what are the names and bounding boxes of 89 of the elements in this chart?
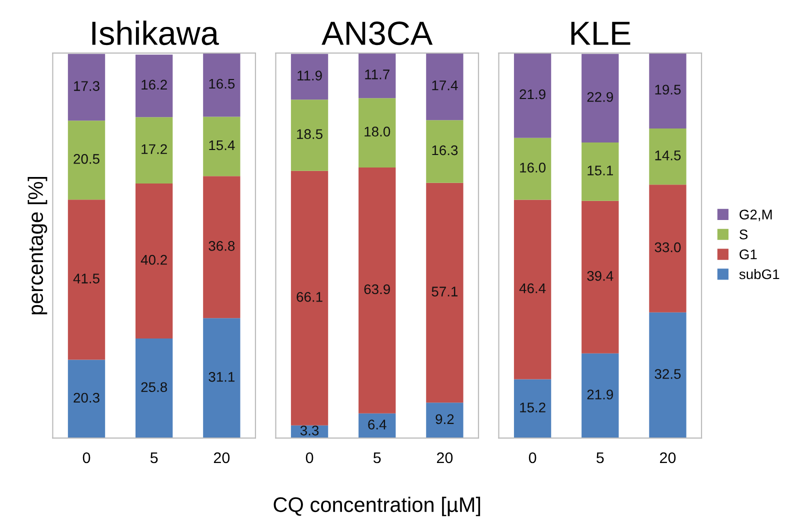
chart-title: KLE	[571, 22, 630, 45]
x-tick-label: 5	[596, 452, 604, 464]
data-label: 33.0	[654, 242, 681, 252]
bar	[203, 116, 240, 176]
bar	[358, 167, 396, 414]
legend-label: G2,M	[740, 210, 772, 222]
x-axis-title: CQ concentration [µM]	[274, 496, 480, 516]
data-label: 40.2	[140, 254, 167, 265]
bar	[514, 379, 552, 438]
data-label: 39.4	[587, 271, 614, 281]
bar	[426, 182, 464, 403]
data-label: 15.4	[209, 140, 235, 150]
x-tick-label: 20	[436, 452, 453, 464]
chart-title: Ishikawa	[92, 20, 219, 46]
bar	[68, 120, 106, 200]
bar	[426, 402, 464, 438]
bar	[426, 53, 464, 120]
bar	[358, 53, 396, 98]
bar	[514, 138, 552, 200]
data-label: 32.5	[654, 369, 681, 379]
legend-label: subG1	[739, 268, 780, 280]
data-label: 21.9	[520, 89, 546, 100]
data-label: 46.4	[519, 283, 546, 294]
bar	[582, 54, 619, 142]
bar	[426, 120, 464, 183]
x-tick-label: 0	[306, 452, 314, 464]
x-tick-label: 20	[214, 452, 230, 464]
chart-title: AN3CA	[322, 21, 433, 46]
data-label: 66.1	[296, 292, 322, 302]
bar	[290, 100, 328, 171]
data-label: 63.9	[364, 284, 390, 294]
bar	[68, 54, 106, 121]
bar	[649, 128, 686, 185]
data-label: 18.0	[364, 126, 390, 137]
data-label: 17.3	[74, 81, 100, 91]
bar	[203, 176, 240, 318]
legend-label: G1	[740, 249, 757, 260]
data-label: 20.5	[74, 154, 100, 164]
data-label: 25.8	[141, 382, 168, 392]
bar	[358, 98, 396, 168]
data-label: 15.2	[520, 402, 546, 412]
data-label: 36.8	[208, 241, 235, 251]
data-label: 19.5	[655, 84, 681, 95]
bar	[68, 200, 106, 360]
data-label: 21.9	[587, 390, 613, 400]
data-label: 9.2	[436, 414, 454, 424]
x-tick-label: 5	[373, 452, 381, 464]
x-tick-label: 0	[528, 452, 536, 464]
x-tick-label: 0	[82, 452, 90, 464]
bar	[514, 200, 552, 380]
data-label: 11.9	[298, 70, 322, 81]
bar	[582, 142, 619, 201]
bar	[582, 353, 619, 438]
data-label: 20.3	[74, 392, 100, 403]
x-tick-label: 20	[660, 452, 676, 464]
y-axis-title: percentage [%]	[28, 177, 48, 314]
bar	[582, 200, 619, 354]
data-label: 6.4	[368, 420, 386, 430]
data-label: 15.1	[588, 166, 613, 176]
bar	[136, 183, 173, 339]
bar	[136, 54, 173, 118]
bar	[203, 318, 240, 438]
bar	[136, 117, 173, 184]
legend-label: S	[740, 230, 748, 240]
data-label: 16.3	[432, 145, 458, 156]
bar	[358, 413, 396, 438]
data-label: 14.5	[655, 150, 681, 160]
data-label: 16.2	[142, 80, 167, 90]
data-label: 18.5	[297, 129, 322, 140]
data-label: 17.4	[432, 80, 458, 90]
data-label: 17.2	[142, 144, 167, 154]
bar	[290, 170, 328, 426]
bar	[649, 53, 686, 129]
data-label: 41.5	[73, 274, 100, 284]
bar	[290, 54, 328, 100]
bar	[514, 53, 552, 138]
bar	[68, 360, 106, 438]
data-label: 31.1	[208, 372, 235, 382]
bar	[203, 53, 240, 117]
data-label: 57.1	[432, 286, 458, 296]
x-tick-label: 5	[150, 452, 158, 464]
bar	[136, 338, 173, 438]
data-label: 16.5	[209, 78, 235, 89]
data-label: 16.0	[520, 162, 546, 173]
bar	[649, 184, 686, 312]
data-label: 22.9	[587, 92, 613, 102]
data-label: 11.7	[365, 70, 390, 80]
bar	[649, 312, 686, 438]
data-label: 3.3	[300, 426, 319, 436]
